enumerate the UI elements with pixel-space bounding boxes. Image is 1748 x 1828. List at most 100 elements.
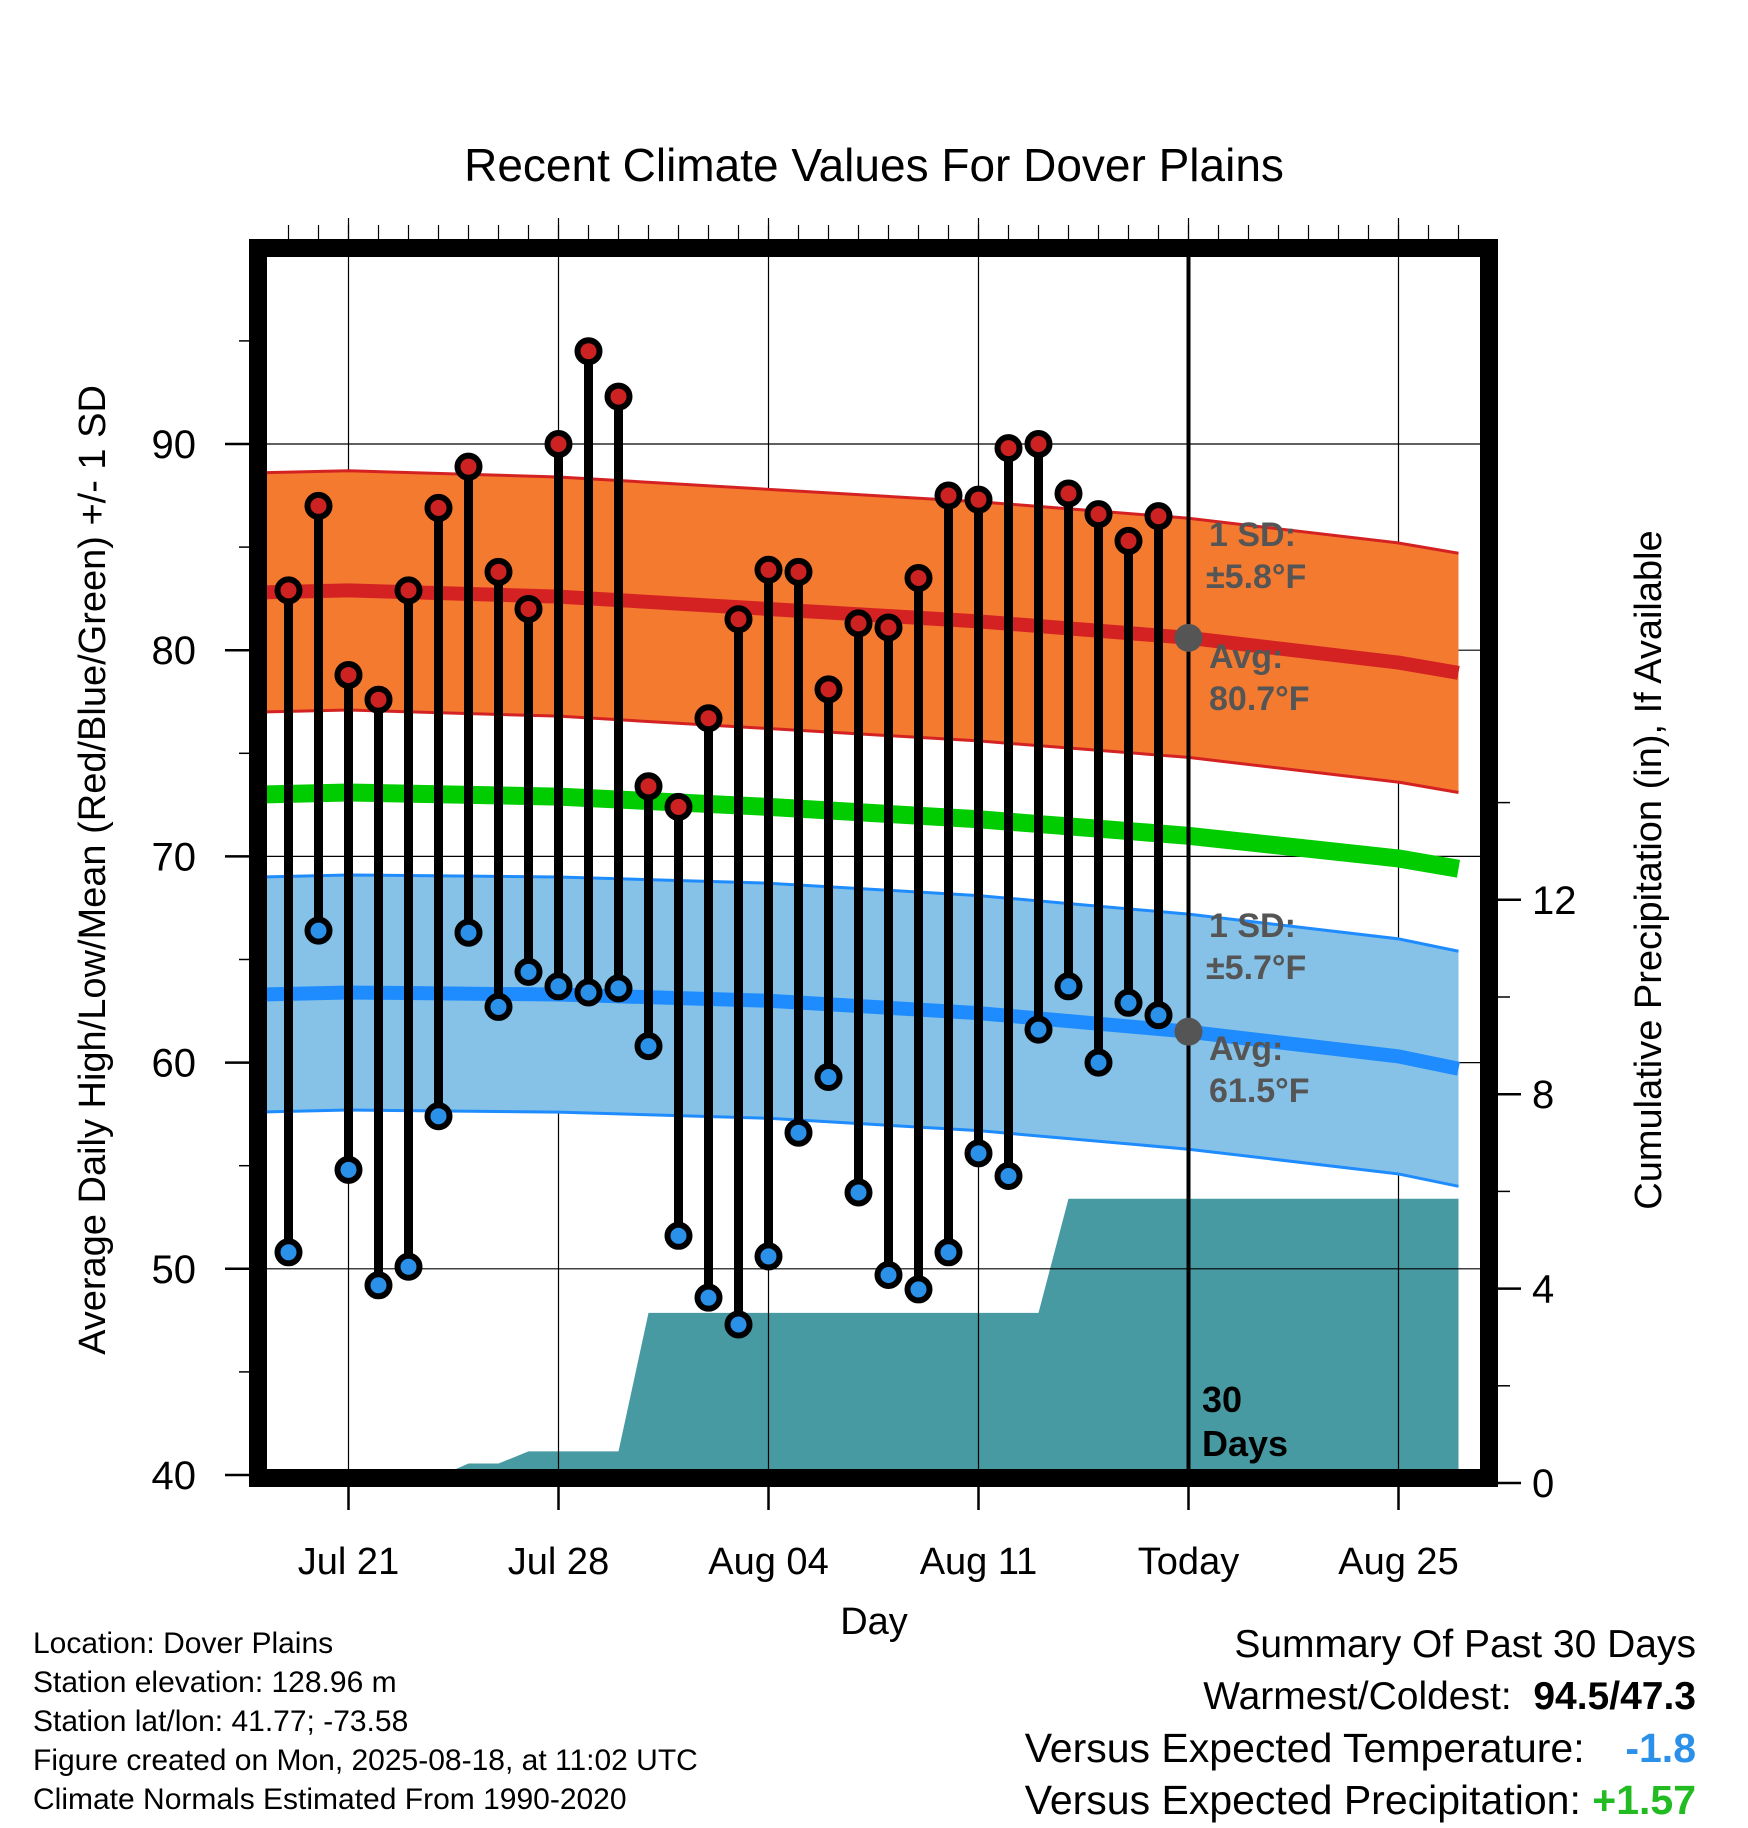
warmest-coldest-value: 94.5/47.3 (1533, 1675, 1696, 1718)
summary-precip-row: Versus Expected Precipitation: +1.57 (1025, 1774, 1696, 1826)
daily-high-point (814, 675, 843, 704)
y-left-tick-label: 60 (152, 1042, 197, 1086)
daily-low-point (994, 1162, 1023, 1191)
daily-low-point (964, 1139, 993, 1168)
station-location: Location: Dover Plains (33, 1627, 334, 1660)
low-sd-value: ±5.7°F (1206, 949, 1306, 987)
low-sd-label: 1 SD: (1209, 907, 1296, 945)
y-left-tick-label: 90 (152, 423, 197, 467)
daily-high-point (844, 609, 873, 638)
daily-high-point (274, 576, 303, 605)
station-elevation: Station elevation: 128.96 m (33, 1666, 397, 1699)
daily-high-point (1054, 479, 1083, 508)
daily-low-point (514, 957, 543, 986)
daily-low-point (394, 1252, 423, 1281)
y-right-tick-label: 0 (1532, 1462, 1554, 1506)
plot-frame (249, 239, 1498, 1487)
x-tick-label: Aug 11 (920, 1541, 1038, 1583)
y-left-tick-label: 80 (152, 629, 197, 673)
daily-low-point (1084, 1048, 1113, 1077)
daily-high-point (484, 557, 513, 586)
daily-high-point (724, 605, 753, 634)
x-axis-label: Day (840, 1601, 908, 1643)
low-lower-sd-line (267, 1108, 1459, 1188)
low-avg-value: 61.5°F (1209, 1072, 1310, 1110)
daily-low-point (484, 992, 513, 1021)
daily-high-point (754, 555, 783, 584)
daily-low-point (814, 1063, 843, 1092)
chart-title: Recent Climate Values For Dover Plains (464, 139, 1284, 191)
daily-low-point (664, 1221, 693, 1250)
high-avg-label: Avg: (1209, 638, 1283, 676)
low-avg-label: Avg: (1209, 1030, 1283, 1068)
high-upper-sd-line (267, 469, 1459, 555)
high-sd-label: 1 SD: (1209, 516, 1296, 554)
daily-high-point (304, 491, 333, 520)
daily-low-point (754, 1242, 783, 1271)
mean-average-line (267, 783, 1461, 878)
daily-high-point (574, 337, 603, 366)
expected-temp-label: Versus Expected Temperature: (1024, 1725, 1585, 1771)
daily-low-point (724, 1310, 753, 1339)
today-low-average-marker (1174, 1017, 1203, 1046)
x-tick-label: Jul 28 (508, 1541, 609, 1583)
daily-high-point (454, 452, 483, 481)
daily-high-point (694, 704, 723, 733)
daily-high-point (1144, 502, 1173, 531)
low-upper-sd-line (267, 873, 1459, 953)
y-left-tick-label: 50 (152, 1248, 197, 1292)
expected-temp-value: -1.8 (1625, 1725, 1696, 1771)
daily-high-point (604, 382, 633, 411)
daily-high-point (634, 772, 663, 801)
daily-high-point (964, 485, 993, 514)
summary-panel: Summary Of Past 30 Days Warmest/Coldest:… (1025, 1620, 1696, 1826)
daily-high-point (994, 434, 1023, 463)
daily-low-point (844, 1178, 873, 1207)
daily-low-point (1114, 988, 1143, 1017)
x-tick-label: Jul 21 (298, 1541, 399, 1583)
daily-low-point (1054, 972, 1083, 1001)
daily-low-point (574, 978, 603, 1007)
daily-high-point (334, 660, 363, 689)
y-left-tick-label: 70 (152, 835, 197, 879)
y-axis-right-label: Cumulative Precipitation (in), If Availa… (1628, 530, 1670, 1209)
daily-low-point (424, 1102, 453, 1131)
y-left-tick-label: 40 (152, 1454, 197, 1498)
daily-high-point (874, 613, 903, 642)
daily-high-point (1084, 500, 1113, 529)
daily-low-point (454, 918, 483, 947)
expected-precip-label: Versus Expected Precipitation: (1024, 1777, 1581, 1823)
x-tick-label: Today (1138, 1541, 1239, 1583)
daily-high-point (394, 576, 423, 605)
figure-created: Figure created on Mon, 2025-08-18, at 11… (33, 1744, 698, 1777)
daily-high-point (514, 594, 543, 623)
station-info: Location: Dover Plains Station elevation… (33, 1624, 698, 1819)
daily-low-point (274, 1238, 303, 1267)
daily-high-point (364, 685, 393, 714)
daily-high-point (784, 557, 813, 586)
daily-low-point (544, 972, 573, 1001)
daily-low-point (934, 1238, 963, 1267)
climate-normals-source: Climate Normals Estimated From 1990-2020 (33, 1783, 627, 1816)
daily-high-point (544, 430, 573, 458)
warmest-coldest-label: Warmest/Coldest: (1203, 1675, 1512, 1718)
y-right-tick-label: 12 (1532, 879, 1577, 923)
y-right-tick-label: 8 (1532, 1073, 1554, 1117)
daily-high-point (934, 481, 963, 510)
daily-low-point (334, 1155, 363, 1184)
x-tick-label: Aug 25 (1338, 1541, 1458, 1583)
summary-temp-row: Versus Expected Temperature: -1.8 (1025, 1722, 1696, 1774)
daily-low-point (304, 916, 333, 945)
summary-title: Summary Of Past 30 Days (1234, 1623, 1696, 1666)
station-latlon: Station lat/lon: 41.77; -73.58 (33, 1705, 409, 1738)
daily-low-point (604, 974, 633, 1003)
days-label-word: Days (1202, 1423, 1288, 1464)
daily-low-point (634, 1032, 663, 1061)
daily-high-point (1114, 526, 1143, 555)
daily-low-point (784, 1118, 813, 1147)
daily-low-point (1144, 1001, 1173, 1030)
x-tick-label: Aug 04 (708, 1541, 828, 1583)
today-high-average-marker (1174, 623, 1203, 652)
daily-low-point (874, 1260, 903, 1289)
daily-low-point (904, 1275, 933, 1304)
